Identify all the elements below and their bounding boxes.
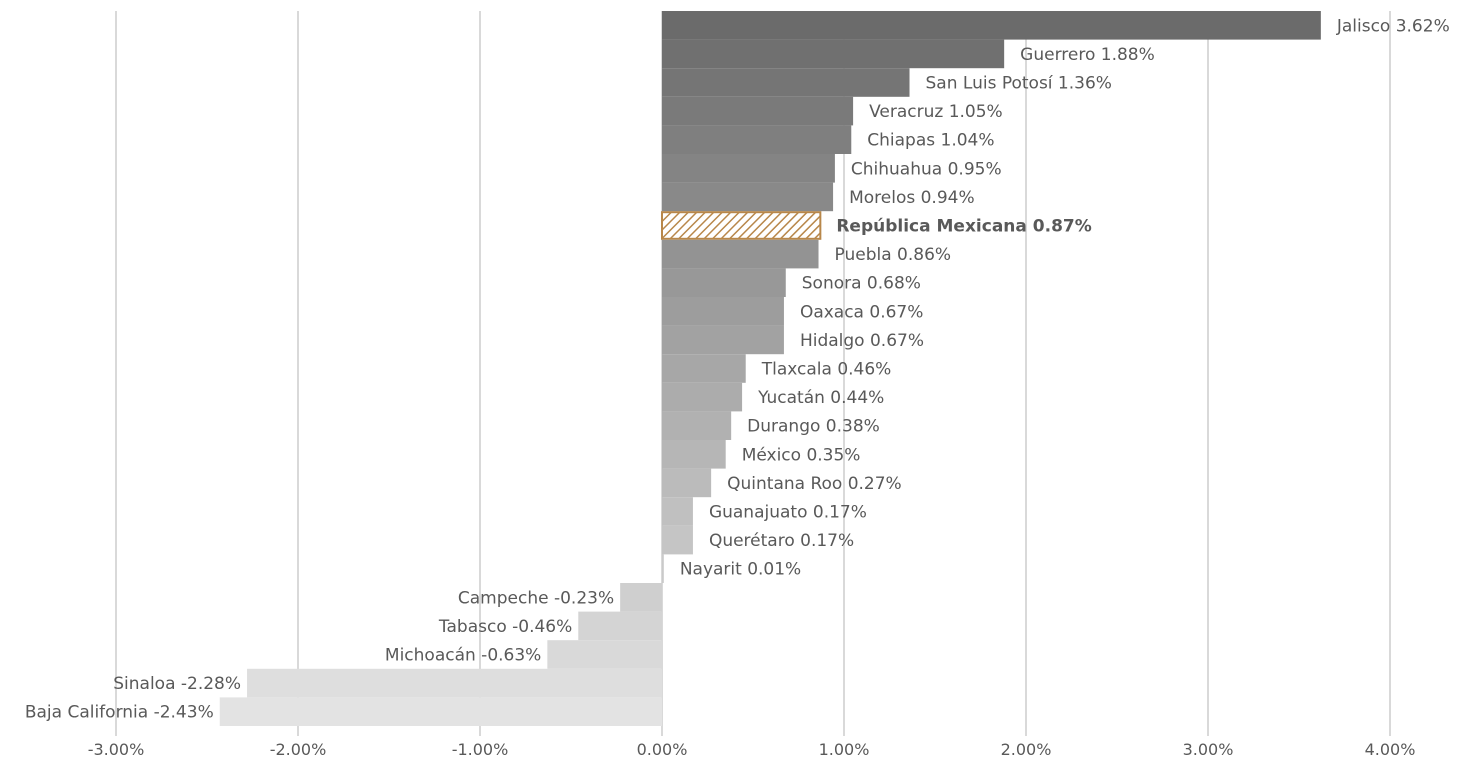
x-tick-label: -2.00% xyxy=(270,740,327,757)
bar-label: Guanajuato 0.17% xyxy=(709,503,867,523)
bar-label: México 0.35% xyxy=(742,445,861,465)
bar xyxy=(662,239,819,269)
bar xyxy=(662,325,784,355)
bar-label: Guerrero 1.88% xyxy=(1020,45,1155,65)
bar xyxy=(662,96,854,126)
bar-label: Tlaxcala 0.46% xyxy=(761,360,892,380)
bar xyxy=(219,697,663,726)
bar xyxy=(662,39,1005,69)
bar-label: Oaxaca 0.67% xyxy=(800,302,923,322)
bar-label: Tabasco -0.46% xyxy=(438,617,572,637)
bar xyxy=(662,68,910,97)
bar-label: San Luis Potosí 1.36% xyxy=(926,74,1112,94)
bar-label: Michoacán -0.63% xyxy=(385,646,541,666)
bar-label: Yucatán 0.44% xyxy=(757,388,884,408)
bar-label: Veracruz 1.05% xyxy=(869,102,1003,122)
bar xyxy=(662,411,732,440)
bars xyxy=(219,11,1321,726)
bar xyxy=(662,497,693,526)
bar xyxy=(578,611,662,641)
bar-label: Puebla 0.86% xyxy=(835,245,952,265)
bar xyxy=(662,11,1321,40)
bar-label: Baja California -2.43% xyxy=(25,703,214,723)
x-tick-label: 1.00% xyxy=(819,740,870,757)
bar-label: Chiapas 1.04% xyxy=(867,131,994,151)
bar xyxy=(247,668,663,698)
bar-label: Sonora 0.68% xyxy=(802,274,921,294)
bar xyxy=(662,525,693,555)
bar xyxy=(662,268,786,297)
bar-label: Querétaro 0.17% xyxy=(709,531,854,551)
bar-label: Sinaloa -2.28% xyxy=(113,674,241,694)
bar xyxy=(662,382,743,412)
bar xyxy=(662,154,835,183)
bar-highlight xyxy=(661,211,822,240)
bar xyxy=(662,554,664,583)
x-tick-label: 4.00% xyxy=(1365,740,1416,757)
x-tick-label: 0.00% xyxy=(637,740,688,757)
bar xyxy=(547,640,662,669)
bar xyxy=(662,440,726,469)
bar-label: Quintana Roo 0.27% xyxy=(727,474,902,494)
bar-label: República Mexicana 0.87% xyxy=(836,217,1091,237)
bar xyxy=(662,354,746,383)
bar-label: Jalisco 3.62% xyxy=(1336,16,1450,36)
bar xyxy=(662,297,784,326)
x-tick-label: -3.00% xyxy=(88,740,145,757)
bar-label: Morelos 0.94% xyxy=(849,188,975,208)
bar-label: Hidalgo 0.67% xyxy=(800,331,924,351)
bar-label: Chihuahua 0.95% xyxy=(851,159,1002,179)
bar-label: Campeche -0.23% xyxy=(458,588,614,608)
bar xyxy=(662,182,834,212)
x-axis-ticks: -3.00% -2.00% -1.00% 0.00% 1.00% 2.00% 3.00% 4.… xyxy=(88,740,1416,759)
x-tick-label: 2.00% xyxy=(1001,740,1052,757)
bar xyxy=(662,468,712,498)
bar xyxy=(662,125,852,154)
bar xyxy=(620,583,662,612)
bar-labels: Jalisco 3.62% Guerrero 1.88% San Luis Poto… xyxy=(25,16,1450,722)
x-tick-label: 3.00% xyxy=(1183,740,1234,757)
bar-label: Durango 0.38% xyxy=(747,417,880,437)
x-tick-label: -1.00% xyxy=(452,740,509,757)
bar-label: Nayarit 0.01% xyxy=(680,560,801,580)
